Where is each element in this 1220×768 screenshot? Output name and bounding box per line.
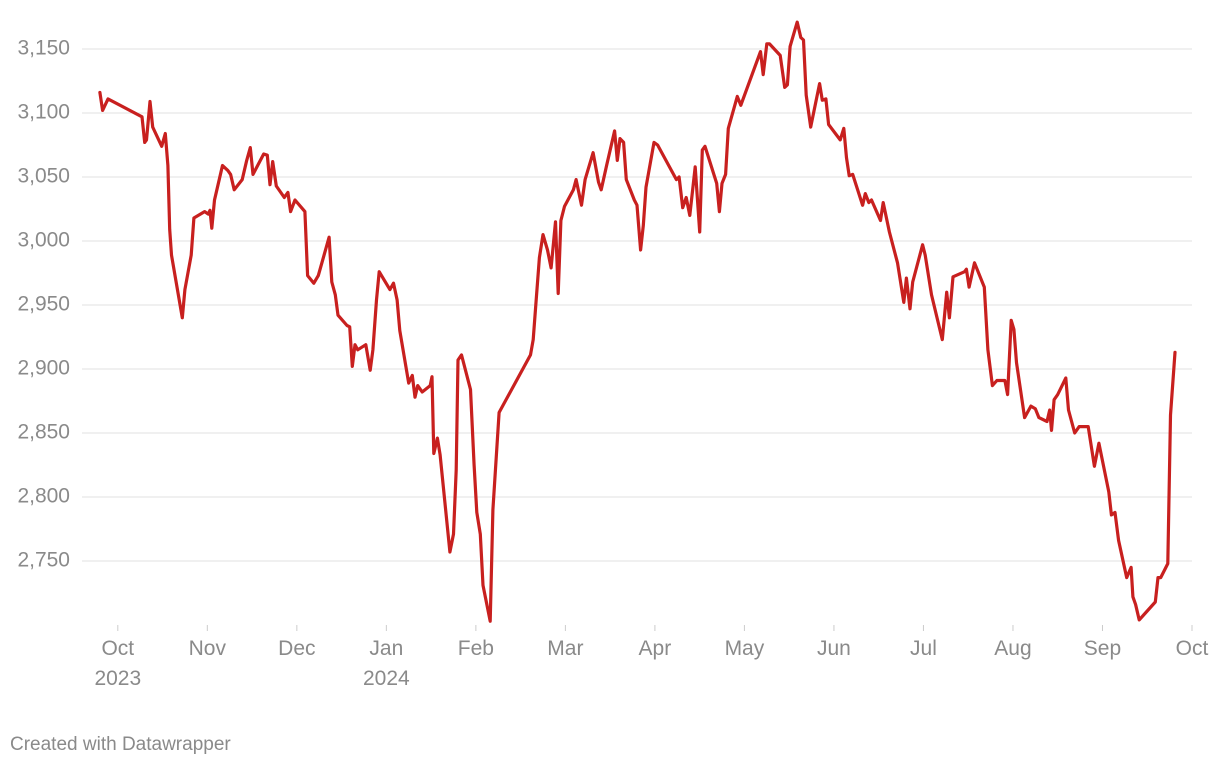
y-tick-label: 2,800 [17,485,70,508]
x-tick-label: Oct 2023 [94,637,141,690]
x-tick-label: Oct [1176,637,1209,660]
y-tick-label: 2,950 [17,293,70,316]
x-tick-label: Apr [639,637,672,660]
y-tick-label: 3,000 [17,229,70,252]
x-tick-label: Dec [278,637,315,660]
x-tick-label: Jul [910,637,937,660]
credit: Created with Datawrapper [10,734,231,755]
x-tick-label: Mar [547,637,583,660]
x-tick-label: Sep [1084,637,1121,660]
y-tick-label: 2,850 [17,421,70,444]
y-tick-label: 2,750 [17,549,70,572]
y-tick-label: 3,150 [17,37,70,60]
y-tick-label: 2,900 [17,357,70,380]
x-tick-label: May [725,637,765,660]
y-tick-label: 3,050 [17,165,70,188]
x-tick-label: Nov [189,637,227,660]
line [98,20,1177,623]
y-tick-label: 3,100 [17,101,70,124]
x-tick-label: Jun [817,637,851,660]
x-tick-label: Feb [458,637,494,660]
x-tick-label: Aug [994,637,1031,660]
x-tick-label: Jan 2024 [363,637,410,690]
